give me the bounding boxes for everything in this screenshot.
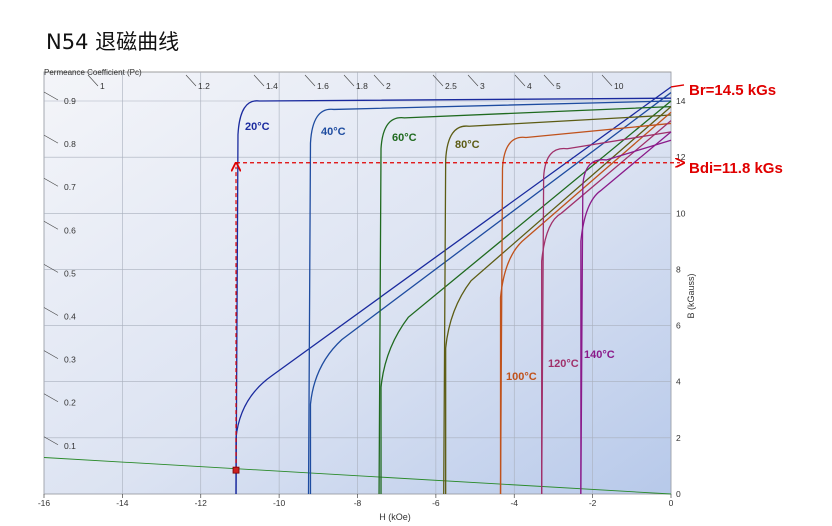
y-tick-label: 2 — [676, 433, 681, 443]
load-line — [43, 457, 672, 495]
y-tick-label: 4 — [676, 377, 681, 387]
pc-left-tick-mark — [43, 436, 59, 446]
j-curve-140°C — [580, 139, 672, 495]
br-pointer — [670, 84, 685, 88]
pc-top-tick-label: 5 — [556, 81, 561, 91]
pc-top-tick-mark — [304, 74, 316, 87]
j-curve-120°C — [541, 131, 672, 495]
b-curve-100°C — [499, 111, 672, 494]
pc-left-tick-mark — [43, 91, 59, 101]
b-curve-80°C — [445, 106, 672, 494]
pc-top-tick-label: 2.5 — [445, 81, 457, 91]
pc-top-tick-label: 1.6 — [317, 81, 329, 91]
x-axis-label: H (kOe) — [379, 512, 411, 522]
curve-label-100°C: 100°C — [506, 371, 537, 383]
watermark: @找磁材 — [704, 488, 760, 504]
pc-left-tick-mark — [43, 221, 59, 230]
pc-left-tick-mark — [43, 264, 59, 273]
y-tick-label: 6 — [676, 321, 681, 331]
bdi-annotation: Bdi=11.8 kGs — [689, 160, 783, 177]
pc-axis-label: Permeance Coefficient (Pc) — [44, 68, 142, 77]
x-tick-label: -14 — [116, 498, 129, 508]
br-annotation: Br=14.5 kGs — [689, 82, 776, 99]
permeance-axis: 0.9 0.8 0.7 0.6 0.5 0.4 0.3 0.2 0.1 1 1.2 1.4 1.6 1.8… — [43, 74, 624, 451]
b-curve-140°C — [580, 131, 672, 494]
pc-top-tick-mark — [601, 74, 613, 87]
pc-left-tick-label: 0.4 — [64, 312, 76, 322]
curve-label-140°C: 140°C — [584, 349, 615, 361]
pc-top-tick-label: 1 — [100, 81, 105, 91]
pc-top-tick-label: 10 — [614, 81, 624, 91]
j-curve-100°C — [499, 122, 672, 495]
x-tick-label: -12 — [195, 498, 208, 508]
x-tick-label: -4 — [510, 498, 518, 508]
pc-left-tick-label: 0.3 — [64, 355, 76, 365]
j-curve-60°C — [378, 105, 672, 495]
curve-label-20°C: 20°C — [245, 121, 270, 133]
pc-top-tick-mark — [373, 74, 385, 87]
curve-label-120°C: 120°C — [548, 358, 579, 370]
pc-top-tick-label: 1.4 — [266, 81, 278, 91]
x-tick-label: -6 — [432, 498, 440, 508]
pc-top-tick-label: 3 — [480, 81, 485, 91]
curve-label-40°C: 40°C — [321, 126, 346, 138]
j-curve-20°C — [235, 97, 672, 495]
grid — [43, 72, 672, 495]
x-tick-label: -8 — [354, 498, 362, 508]
pc-left-tick-label: 0.6 — [64, 225, 76, 235]
pc-top-tick-mark — [185, 74, 197, 87]
curves — [235, 86, 672, 495]
pc-left-tick-label: 0.9 — [64, 96, 76, 106]
pc-left-tick-label: 0.8 — [64, 139, 76, 149]
y-axis-label: B (kGauss) — [686, 273, 696, 318]
pc-left-tick-mark — [43, 393, 59, 402]
pc-top-tick-mark — [253, 74, 265, 87]
j-curve-80°C — [443, 114, 672, 495]
y-tick-label: 12 — [676, 152, 686, 162]
b-curve-120°C — [541, 120, 672, 494]
pc-top-tick-label: 1.8 — [356, 81, 368, 91]
pc-left-tick-mark — [43, 350, 59, 359]
y-tick-label: 10 — [676, 208, 686, 218]
curve-label-80°C: 80°C — [455, 139, 480, 151]
x-tick-label: -2 — [589, 498, 597, 508]
pc-top-tick-mark — [514, 74, 526, 87]
pc-left-tick-label: 0.2 — [64, 398, 76, 408]
y-tick-label: 8 — [676, 264, 681, 274]
pc-top-tick-mark — [343, 74, 355, 87]
pc-top-tick-mark — [432, 74, 444, 87]
pc-left-tick-label: 0.1 — [64, 441, 76, 451]
j-curve-40°C — [307, 100, 672, 495]
y-tick-label: 14 — [676, 96, 686, 106]
x-tick-label: -10 — [273, 498, 286, 508]
pc-top-tick-mark — [87, 74, 99, 87]
y-axis: 0 2 4 6 8 10 12 14 — [676, 96, 686, 499]
curve-labels: 20°C 40°C 60°C 80°C 100°C 120°C 140°C — [245, 121, 615, 383]
working-point — [232, 84, 685, 474]
pc-top-tick-mark — [543, 74, 555, 87]
x-tick-label: -16 — [38, 498, 51, 508]
pc-top-tick-mark — [467, 74, 479, 87]
pc-left-tick-mark — [43, 177, 59, 187]
pc-top-tick-label: 4 — [527, 81, 532, 91]
curve-label-60°C: 60°C — [392, 132, 417, 144]
pc-left-tick-label: 0.5 — [64, 268, 76, 278]
working-point-marker — [232, 466, 240, 474]
pc-top-tick-label: 1.2 — [198, 81, 210, 91]
y-tick-label: 0 — [676, 489, 681, 499]
pc-left-tick-label: 0.7 — [64, 182, 76, 192]
x-axis: -16 -14 -12 -10 -8 -6 -4 -2 0 — [38, 494, 674, 508]
x-tick-label: 0 — [669, 498, 674, 508]
chart-title: N54 退磁曲线 — [46, 30, 180, 54]
b-curve-60°C — [380, 100, 672, 494]
pc-left-tick-mark — [43, 307, 59, 316]
pc-top-tick-label: 2 — [386, 81, 391, 91]
b-curve-40°C — [309, 92, 672, 494]
load-line-path — [43, 457, 672, 495]
pc-left-tick-mark — [43, 134, 59, 144]
